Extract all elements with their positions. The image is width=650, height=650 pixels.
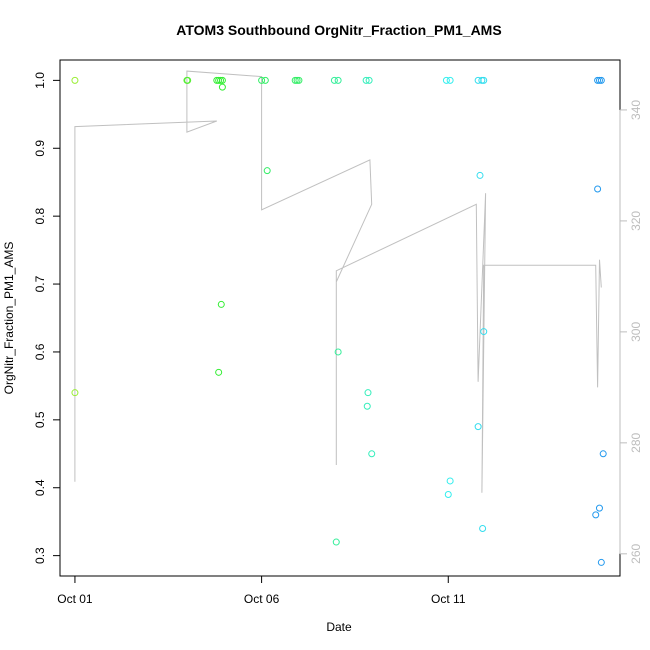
data-point (442, 76, 450, 84)
data-point (332, 538, 340, 546)
data-point (293, 76, 301, 84)
data-point (258, 76, 266, 84)
data-point (71, 76, 79, 84)
data-point (594, 76, 602, 84)
data-point (595, 504, 603, 512)
data-point (215, 76, 223, 84)
data-point (364, 389, 372, 397)
y2-tick-label: 320 (629, 211, 643, 231)
data-point (218, 76, 226, 84)
x-axis: Oct 01 Oct 06 Oct 11 (57, 575, 466, 606)
data-point (217, 300, 225, 308)
x-tick-label: Oct 11 (431, 592, 466, 606)
data-point (330, 76, 338, 84)
data-point (479, 524, 487, 532)
data-point (599, 450, 607, 458)
y-tick-label: 0.3 (33, 547, 47, 564)
data-point (444, 491, 452, 499)
x-tick-label: Oct 06 (244, 592, 280, 606)
data-point (215, 368, 223, 376)
y-tick-label: 0.5 (33, 411, 47, 428)
data-point (368, 450, 376, 458)
data-point (476, 171, 484, 179)
y-tick-label: 0.6 (33, 343, 47, 360)
y-tick-label: 1.0 (33, 72, 47, 89)
y2-tick-label: 260 (629, 543, 643, 563)
data-point (71, 389, 79, 397)
y2-axis: 260 280 300 320 340 (619, 100, 643, 564)
data-point (362, 76, 370, 84)
y2-tick-label: 340 (629, 100, 643, 120)
y-tick-label: 0.8 (33, 207, 47, 224)
data-point (295, 76, 303, 84)
data-point (217, 76, 225, 84)
data-point (334, 76, 342, 84)
secondary-series-line (74, 70, 602, 493)
data-point (594, 185, 602, 193)
data-points (71, 76, 607, 566)
plot-frame (59, 59, 621, 577)
y-tick-label: 0.7 (33, 275, 47, 292)
secondary-series (74, 70, 602, 493)
data-point (261, 76, 269, 84)
y-tick-label: 0.9 (33, 140, 47, 157)
data-point (597, 76, 605, 84)
x-tick-label: Oct 01 (57, 592, 93, 606)
data-point (363, 402, 371, 410)
data-point (263, 167, 271, 175)
data-point (595, 76, 603, 84)
data-point (474, 423, 482, 431)
data-point (365, 76, 373, 84)
y-tick-label: 0.4 (33, 479, 47, 496)
data-point (480, 328, 488, 336)
data-point (446, 477, 454, 485)
data-point (184, 76, 192, 84)
data-point (291, 76, 299, 84)
y-axis: 0.3 0.4 0.5 0.6 0.7 0.8 0.9 1.0 (33, 72, 61, 564)
x-axis-label: Date (326, 620, 352, 634)
data-point (597, 558, 605, 566)
data-point (218, 83, 226, 91)
data-point (446, 76, 454, 84)
y-axis-label: OrgNitr_Fraction_PM1_AMS (2, 242, 16, 395)
data-point (478, 76, 486, 84)
data-point (480, 76, 488, 84)
data-point (592, 511, 600, 519)
data-point (334, 348, 342, 356)
chart-title: ATOM3 Southbound OrgNitr_Fraction_PM1_AM… (176, 22, 501, 38)
y2-tick-label: 280 (629, 433, 643, 453)
y2-tick-label: 300 (629, 322, 643, 342)
